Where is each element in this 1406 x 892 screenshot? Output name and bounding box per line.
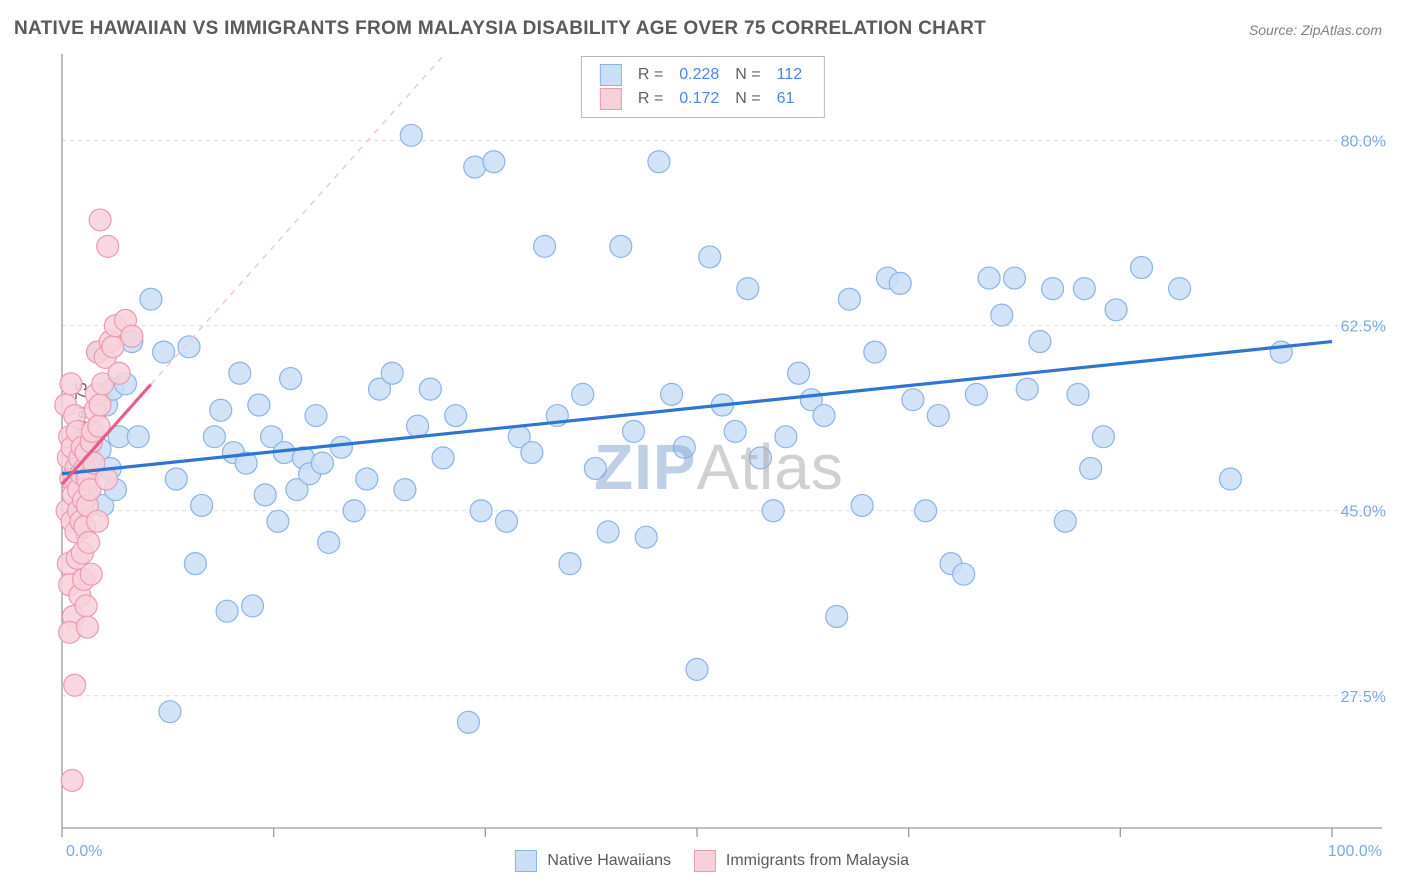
legend-row: R = 0.172 N = 61 bbox=[592, 87, 810, 111]
series-legend: Native Hawaiians Immigrants from Malaysi… bbox=[497, 850, 909, 872]
svg-text:100.0%: 100.0% bbox=[1328, 843, 1382, 860]
r-label: R = bbox=[630, 87, 671, 111]
chart-container: Disability Age Over 75 27.5%45.0%62.5%80… bbox=[14, 50, 1392, 872]
legend-swatch bbox=[600, 64, 622, 86]
r-label: R = bbox=[630, 63, 671, 87]
r-value: 0.172 bbox=[671, 87, 727, 111]
svg-text:27.5%: 27.5% bbox=[1341, 689, 1386, 706]
correlation-legend: R = 0.228 N = 112 R = 0.172 N = 61 bbox=[581, 56, 825, 118]
n-value: 61 bbox=[769, 87, 811, 111]
n-label: N = bbox=[727, 87, 768, 111]
svg-text:0.0%: 0.0% bbox=[66, 843, 102, 860]
legend-swatch bbox=[693, 850, 715, 872]
svg-text:62.5%: 62.5% bbox=[1341, 319, 1386, 336]
legend-row: R = 0.228 N = 112 bbox=[592, 63, 810, 87]
svg-text:45.0%: 45.0% bbox=[1341, 504, 1386, 521]
n-label: N = bbox=[727, 63, 768, 87]
legend-swatch bbox=[515, 850, 537, 872]
legend-swatch bbox=[600, 88, 622, 110]
scatter-plot: 27.5% 45.0% 62.5% 80.0% 0.0% 100.0% bbox=[14, 50, 1392, 872]
legend-label: Immigrants from Malaysia bbox=[726, 852, 909, 869]
n-value: 112 bbox=[769, 63, 811, 87]
chart-title: NATIVE HAWAIIAN VS IMMIGRANTS FROM MALAY… bbox=[14, 18, 986, 40]
legend-label: Native Hawaiians bbox=[547, 852, 671, 869]
source-attribution: Source: ZipAtlas.com bbox=[1249, 22, 1382, 38]
svg-text:80.0%: 80.0% bbox=[1341, 134, 1386, 151]
r-value: 0.228 bbox=[671, 63, 727, 87]
